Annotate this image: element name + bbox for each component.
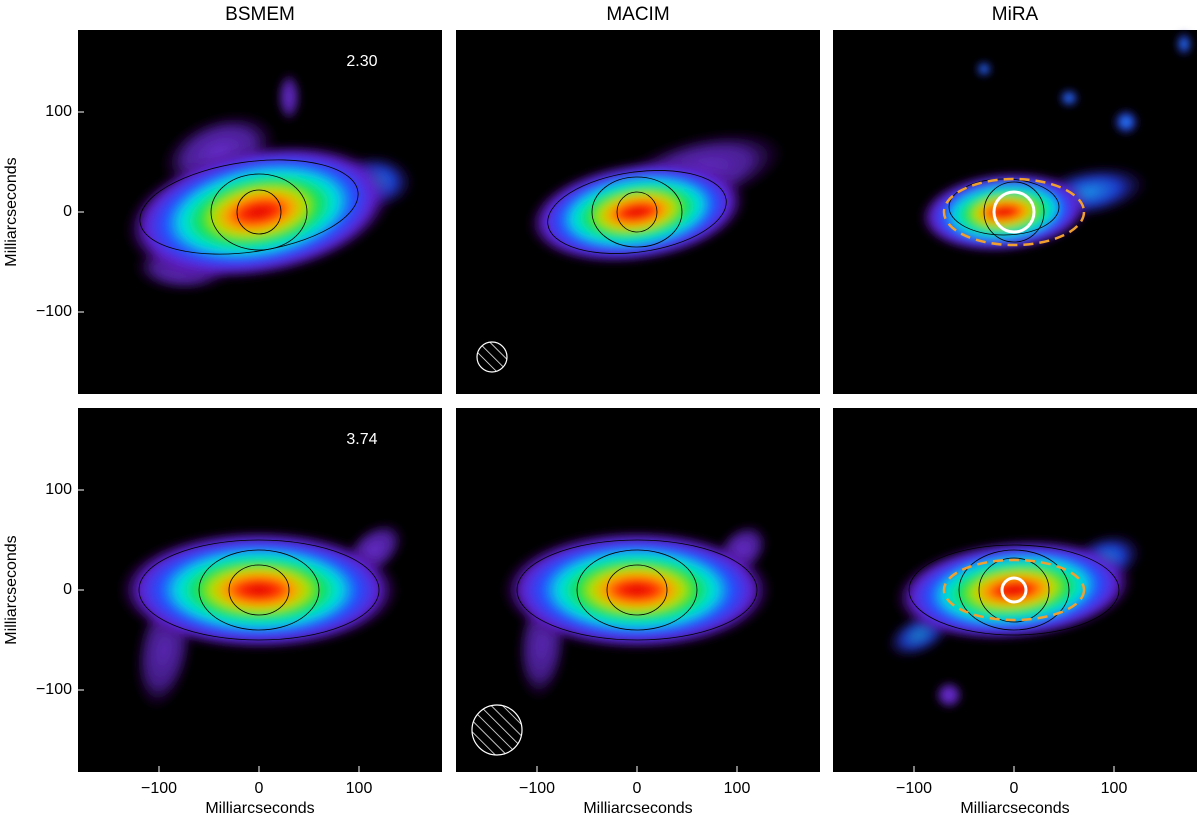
star-disk [1000,576,1028,604]
x-tick-label: −100 [141,780,177,797]
contour [983,181,1045,243]
emission-blob [1059,89,1079,107]
emission-blob [1176,32,1192,56]
x-axis-label: Milliarcseconds [960,800,1069,817]
y-tick-label: 100 [45,481,72,498]
column-title: MiRA [992,4,1039,25]
contour [606,564,668,616]
image [886,532,1143,709]
y-axis-label: Milliarcseconds [3,535,20,644]
emission-blob [502,530,772,650]
contour [978,557,1050,623]
y-axis-label: Milliarcseconds [3,157,20,266]
emission-blob [125,143,393,281]
contour [139,159,359,255]
image [502,523,772,700]
contour [908,544,1120,636]
contour [236,189,282,235]
image [125,72,414,292]
y-tick-label: −100 [36,681,72,698]
star-disk [992,190,1036,234]
contour [576,549,698,631]
x-tick-label: 0 [255,780,264,797]
y-tick-label: −100 [36,303,72,320]
contour [591,176,683,248]
x-tick-label: 100 [724,780,751,797]
contour [547,170,727,254]
annotation: 2.30 [346,53,377,70]
x-tick-label: −100 [519,780,555,797]
contour [198,549,320,631]
annotation: 3.74 [346,431,377,448]
column-title: BSMEM [225,4,295,25]
emission-blob [976,61,992,77]
contour [516,539,758,641]
x-tick-label: 0 [1010,780,1019,797]
emission-blob [935,681,963,709]
fit-ellipse [942,177,1086,247]
x-axis-label: Milliarcseconds [583,800,692,817]
contour [616,191,658,233]
image [919,32,1192,253]
x-tick-label: −100 [896,780,932,797]
contour [210,173,308,251]
x-axis-label: Milliarcseconds [205,800,314,817]
beam [471,704,523,756]
emission-blob [277,72,301,122]
y-tick-label: 0 [63,203,72,220]
image [119,521,405,710]
emission-blob [919,171,1089,253]
emission-blob [119,530,399,650]
emission-blob [894,539,1134,641]
fit-ellipse [942,558,1086,622]
contour [138,539,380,641]
y-tick-label: 0 [63,581,72,598]
y-tick-label: 100 [45,103,72,120]
column-title: MACIM [606,4,669,25]
contour [228,564,290,616]
emission-blob [1113,109,1139,135]
x-tick-label: 100 [346,780,373,797]
x-tick-label: 0 [633,780,642,797]
x-tick-label: 100 [1101,780,1128,797]
contour [958,549,1070,631]
beam [476,341,508,373]
